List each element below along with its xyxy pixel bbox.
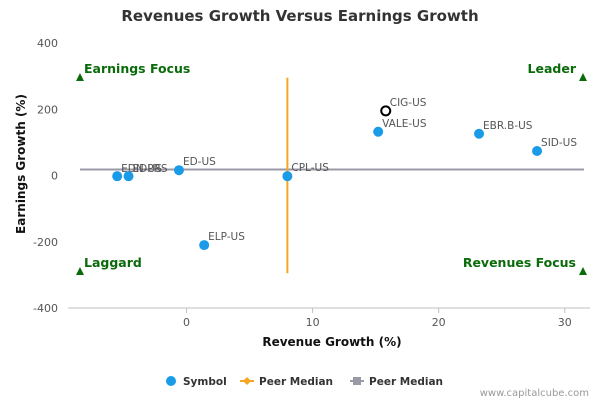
triangle-marker-icon (579, 267, 587, 275)
point-label: ELP-US (208, 231, 245, 243)
point-label: VALE-US (382, 118, 427, 130)
quadrant-label-earnings-focus: Earnings Focus (84, 61, 190, 76)
legend-gray-square-icon (353, 377, 361, 385)
x-axis-title: Revenue Growth (%) (262, 335, 401, 349)
quadrant-label-laggard: Laggard (84, 255, 142, 270)
peer-median-lines (80, 77, 584, 274)
legend-item-label: Peer Median (259, 376, 333, 388)
y-tick-label: -200 (33, 236, 58, 249)
y-tick-label: 400 (37, 37, 58, 50)
quadrant-labels: Earnings Focus Leader Laggard Revenues Focu… (76, 61, 587, 275)
point-edprs[interactable] (123, 171, 134, 182)
legend-item-label: Peer Median (369, 376, 443, 388)
x-tick-label: 0 (183, 316, 190, 329)
y-axis-ticks: -400 -200 0 200 400 (33, 37, 58, 315)
point-label: CIG-US (390, 97, 427, 109)
legend-symbol-dot-icon (166, 376, 176, 386)
legend: Symbol Peer Median Peer Median (166, 376, 443, 388)
point-label: EBR.B-US (483, 120, 533, 132)
y-tick-label: -400 (33, 302, 58, 315)
point-ebr-b-us[interactable] (474, 128, 485, 139)
triangle-marker-icon (579, 73, 587, 81)
point-cpl-us[interactable] (282, 171, 293, 182)
point-label: SID-US (541, 137, 577, 149)
point-edn-us[interactable] (112, 171, 123, 182)
triangle-marker-icon (76, 73, 84, 81)
point-cig-us[interactable] (380, 105, 392, 117)
triangle-marker-icon (76, 267, 84, 275)
point-sid-us[interactable] (532, 145, 543, 156)
credit-text: www.capitalcube.com (480, 388, 589, 399)
point-elp-us[interactable] (199, 240, 210, 251)
y-tick-label: 0 (51, 170, 58, 183)
x-tick-label: 10 (306, 316, 320, 329)
legend-item-label: Symbol (183, 376, 227, 388)
y-axis-title: Earnings Growth (%) (14, 94, 28, 234)
point-label: EDPRS (133, 163, 168, 175)
x-tick-label: 30 (558, 316, 572, 329)
quadrant-label-revenues-focus: Revenues Focus (463, 255, 576, 270)
point-vale-us[interactable] (373, 126, 384, 137)
point-ed-us[interactable] (173, 165, 184, 176)
x-axis-ticks: 0 10 20 30 (183, 308, 572, 329)
x-tick-label: 20 (432, 316, 446, 329)
legend-orange-diamond-icon (243, 377, 251, 385)
quadrant-label-leader: Leader (528, 61, 577, 76)
point-label: CPL-US (291, 162, 329, 174)
chart-title: Revenues Growth Versus Earnings Growth (121, 7, 478, 25)
y-tick-label: 200 (37, 103, 58, 116)
point-label: ED-US (183, 156, 216, 168)
